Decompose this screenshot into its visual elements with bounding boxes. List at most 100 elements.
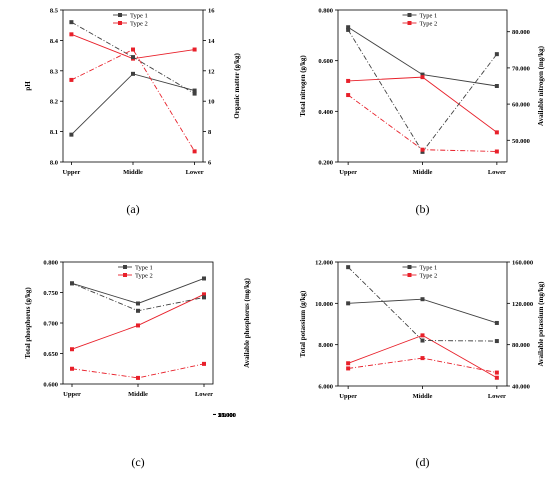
- x-axis-category-label: Upper: [339, 169, 357, 176]
- left-axis-tick-label: 8.000: [318, 342, 333, 349]
- data-point-type-1: [69, 132, 74, 137]
- legend-marker: [407, 265, 412, 269]
- data-point-type-2: [494, 149, 499, 154]
- data-point-type-2: [70, 366, 74, 371]
- data-point-type-1: [420, 297, 425, 302]
- right-axis-tick-label: 10: [208, 99, 215, 106]
- data-point-type-1: [420, 72, 425, 77]
- data-point-type-1: [202, 295, 206, 300]
- data-point-type-1: [70, 281, 74, 286]
- x-axis-category-label: Upper: [339, 393, 357, 400]
- series-line-type-2-left: [348, 76, 498, 133]
- left-axis-tick-label: 8.3: [50, 68, 59, 75]
- left-axis-tick-label: 0.700: [43, 321, 58, 328]
- right-axis-tick-label: 5.000: [218, 412, 233, 419]
- series-line-type-1-left: [348, 298, 497, 324]
- legend-marker: [123, 273, 127, 277]
- data-point-type-1: [494, 52, 499, 57]
- data-point-type-2: [70, 347, 74, 352]
- x-axis-category-label: Upper: [63, 391, 81, 398]
- legend-label: Type 1: [135, 264, 153, 271]
- data-point-type-1: [346, 27, 351, 32]
- x-axis-category-label: Lower: [186, 169, 204, 176]
- data-point-type-2: [494, 375, 499, 380]
- right-axis-tick-label: 8: [208, 129, 212, 136]
- right-axis-title: Available phosphorus (mg/kg): [243, 277, 251, 367]
- data-point-type-1: [69, 20, 74, 25]
- right-axis-title: Available nitrogen (mg/kg): [537, 45, 545, 126]
- data-point-type-2: [346, 366, 351, 371]
- data-point-type-2: [202, 292, 206, 297]
- chart-panel-d: 6.000 8.000 10.000 12.000 40.000 80.000 120.00…: [299, 260, 545, 470]
- plot-frame: [62, 261, 214, 385]
- right-axis-tick-label: 60.000: [512, 102, 530, 109]
- data-point-type-2: [136, 323, 140, 328]
- series-line-type-1-right: [347, 29, 498, 153]
- legend-label: Type 2: [420, 272, 438, 279]
- data-point-type-1: [136, 301, 140, 306]
- chart-panel-c: 0.600 0.650 0.700 0.750 0.800 5.00010.00015.0…: [24, 260, 251, 470]
- left-axis-tick-label: 8.4: [50, 38, 59, 45]
- series-line-type-1-right: [71, 282, 205, 312]
- legend-label: Type 2: [420, 20, 438, 27]
- legend-label: Type 2: [135, 272, 153, 279]
- left-axis-tick-label: 0.800: [318, 8, 333, 15]
- x-axis-category-label: Middle: [123, 169, 143, 176]
- left-axis-tick-label: 0.400: [318, 109, 333, 116]
- left-axis-tick-label: 8.0: [50, 160, 58, 167]
- right-axis-tick-label: 160.000: [512, 260, 533, 267]
- data-point-type-2: [346, 78, 351, 83]
- left-axis-title: Total phosphorus (g/kg): [24, 287, 32, 359]
- data-point-type-1: [192, 88, 197, 93]
- data-point-type-1: [192, 91, 197, 96]
- data-point-type-2: [494, 370, 499, 375]
- chart-panel-a: 8.0 8.1 8.2 8.3 8.4 8.5 6 8 10 12 14 16 Upper Middle L…: [24, 8, 241, 217]
- right-axis-tick-label: 20.000: [218, 412, 236, 419]
- right-axis-tick-label: 80.000: [512, 29, 530, 36]
- x-axis-category-label: Middle: [413, 393, 433, 400]
- data-point-type-2: [420, 356, 425, 361]
- x-axis-category-label: Middle: [413, 169, 433, 176]
- right-axis-tick-label: 12: [208, 68, 215, 75]
- x-axis-category-label: Lower: [488, 169, 506, 176]
- left-axis-title: pH: [24, 81, 32, 91]
- data-point-type-2: [192, 47, 197, 52]
- left-axis-tick-label: 10.000: [315, 301, 333, 308]
- data-point-type-2: [420, 147, 425, 152]
- left-axis-tick-label: 0.600: [318, 58, 333, 65]
- right-axis-tick-label: 70.000: [512, 65, 530, 72]
- data-point-type-1: [346, 265, 351, 270]
- right-axis-tick-label: 14: [208, 38, 215, 45]
- left-axis-title: Total potassium (g/kg): [299, 290, 307, 357]
- panel-caption: (b): [416, 202, 430, 216]
- data-point-type-2: [494, 130, 499, 135]
- plot-frame: [337, 261, 508, 387]
- data-point-type-1: [494, 320, 499, 325]
- data-point-type-1: [346, 301, 351, 306]
- panel-caption: (c): [131, 455, 144, 469]
- series-line-type-2-right: [71, 363, 205, 379]
- x-axis-category-label: Lower: [195, 391, 213, 398]
- x-axis-category-label: Upper: [63, 169, 81, 176]
- panel-caption: (d): [416, 455, 430, 469]
- legend-marker: [118, 13, 122, 17]
- left-axis-tick-label: 6.000: [318, 384, 333, 391]
- left-axis-title: Total nitrogen (g/kg): [299, 55, 307, 117]
- right-axis-tick-label: 40.000: [512, 384, 530, 391]
- data-point-type-2: [420, 75, 425, 80]
- data-point-type-2: [69, 32, 74, 37]
- chart-panel-b: 0.200 0.400 0.600 0.800 50.000 60.000 70.000 80…: [299, 8, 545, 217]
- left-axis-tick-label: 0.600: [43, 382, 58, 389]
- series-line-type-1-left: [71, 278, 205, 304]
- legend-label: Type 2: [130, 20, 148, 27]
- series-line-type-2-right: [71, 48, 195, 152]
- left-axis-tick-label: 8.5: [50, 8, 59, 15]
- right-axis-tick-label: 10.000: [218, 412, 236, 419]
- series-line-type-2-left: [71, 33, 195, 60]
- data-point-type-2: [202, 361, 206, 366]
- data-point-type-2: [420, 333, 425, 338]
